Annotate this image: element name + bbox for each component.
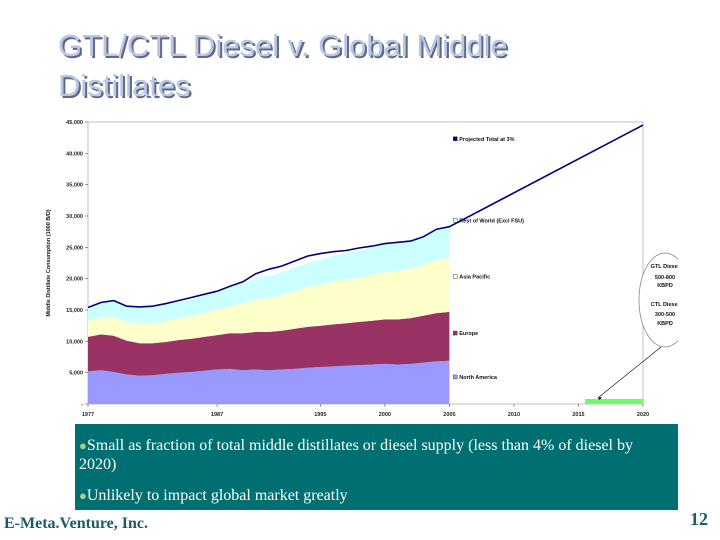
- legend-swatch: [453, 274, 458, 279]
- gtl-ctl-bar: [584, 398, 643, 404]
- legend-swatch: [453, 330, 458, 336]
- bullet-text: Unlikely to impact global market greatly: [86, 487, 348, 504]
- bullet-box: ●Small as fraction of total middle disti…: [75, 424, 678, 510]
- y-tick-label: 35,000: [66, 183, 83, 189]
- x-tick-label: 2020: [637, 412, 649, 418]
- bullet-text: Small as fraction of total middle distil…: [79, 437, 633, 473]
- y-tick-label: 40,000: [66, 151, 83, 157]
- middle-distillate-chart: 45,000 40,000 35,000 30,000 25,000 20,000 15,0…: [46, 120, 678, 418]
- footer-company: E-Meta.Venture, Inc.: [4, 515, 148, 532]
- slide-title: GTL/CTL Diesel v. Global Middle Distilla…: [58, 28, 508, 103]
- callout-text: KBPD: [657, 321, 673, 327]
- y-tick-label: 45,000: [66, 120, 83, 126]
- page-number: 12: [690, 509, 708, 529]
- bullet-dot-icon: ●: [79, 438, 87, 453]
- y-tick-label: 20,000: [66, 277, 83, 283]
- bullet-item: ●Small as fraction of total middle disti…: [79, 436, 674, 474]
- y-tick-label: 10,000: [66, 339, 83, 345]
- callout-ellipse: [638, 252, 678, 348]
- area-series-rest-of-world-excl-fsu-: [88, 226, 450, 324]
- area-series-north-america: [88, 360, 450, 404]
- area-series-asia-pacific: [88, 258, 450, 344]
- legend-swatch: [453, 218, 458, 223]
- y-tick-label: 15,000: [66, 308, 83, 314]
- callout-text: 300-500: [655, 312, 675, 318]
- callout-text: GTL Diesel: [651, 264, 678, 270]
- legend-label: Europe: [459, 331, 478, 337]
- y-tick-label: -: [81, 402, 83, 408]
- callout-text: CTL Diesel: [651, 302, 678, 308]
- projected-total-line: [87, 124, 644, 309]
- y-tick-label: 30,000: [66, 214, 83, 220]
- legend-swatch: [453, 374, 458, 380]
- x-tick-label: 2010: [508, 412, 520, 418]
- x-tick-label: 1977: [82, 412, 94, 418]
- legend-label: North America: [459, 375, 498, 381]
- x-tick-label: 2005: [443, 412, 455, 418]
- x-tick-label: 2015: [572, 412, 584, 418]
- legend-label: Projected Total at 3%: [459, 137, 514, 143]
- x-tick-label: 1995: [314, 412, 326, 418]
- y-tick-label: 25,000: [66, 245, 83, 251]
- y-axis-label: Middle Distillate Consumption (1000 B/D): [46, 209, 52, 316]
- x-tick-label: 1987: [211, 412, 223, 418]
- bullet-dot-icon: ●: [79, 488, 87, 503]
- bullet-item: ●Unlikely to impact global market greatl…: [79, 486, 674, 505]
- legend-label: Rest of World (Excl FSU): [459, 218, 524, 224]
- area-series-europe: [88, 311, 450, 376]
- x-tick-label: 2000: [379, 412, 391, 418]
- y-tick-label: 5,000: [69, 371, 83, 377]
- legend-swatch: [453, 136, 458, 141]
- callout-text: 500-800: [655, 275, 675, 281]
- chart-panel: 45,000 40,000 35,000 30,000 25,000 20,000 15,0…: [38, 110, 678, 426]
- callout-pointer: [597, 346, 662, 399]
- callout-text: KBPD: [657, 283, 673, 289]
- legend-label: Asia Pacific: [459, 275, 490, 281]
- callout-arrowhead: [597, 396, 602, 400]
